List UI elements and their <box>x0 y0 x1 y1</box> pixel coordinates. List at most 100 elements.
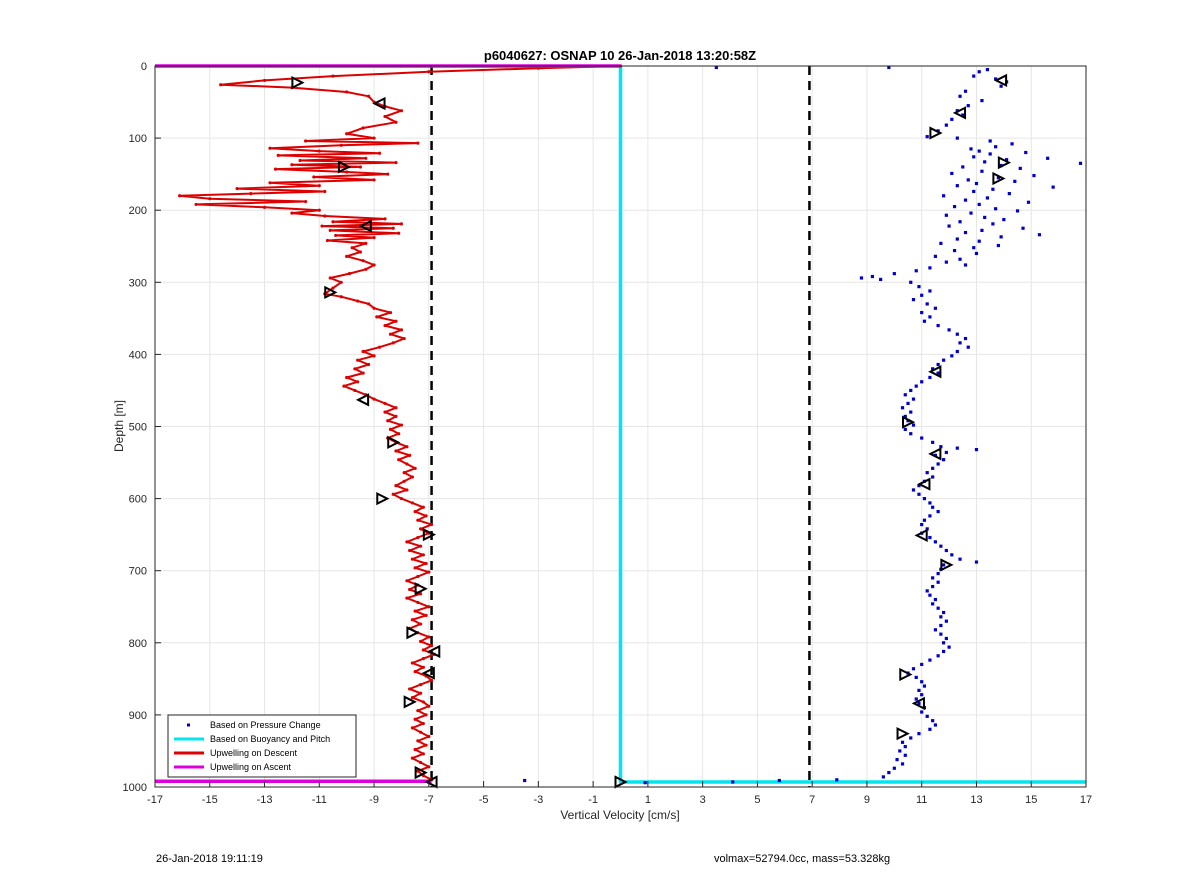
descent-point <box>405 462 409 466</box>
descent-point <box>416 739 420 743</box>
descent-point <box>383 114 387 119</box>
pressure-change-point <box>928 535 932 540</box>
pressure-change-point <box>895 758 899 762</box>
descent-point <box>424 613 428 618</box>
descent-point <box>317 184 321 188</box>
pressure-change-point <box>925 471 929 475</box>
descent-point <box>331 220 335 224</box>
descent-point <box>394 414 398 419</box>
pressure-change-point <box>1032 173 1036 178</box>
triangle-marker <box>372 96 386 111</box>
descent-point <box>405 540 409 544</box>
pressure-change-point <box>909 736 913 740</box>
descent-point <box>397 458 401 462</box>
pressure-change-point <box>969 147 973 151</box>
triangle-marker <box>324 285 338 300</box>
pressure-change-point <box>881 775 885 779</box>
descent-point <box>416 708 420 713</box>
descent-point <box>361 126 365 130</box>
pressure-change-point <box>931 576 935 580</box>
pressure-change-point <box>900 762 905 766</box>
descent-point <box>377 345 382 349</box>
descent-point <box>397 432 401 436</box>
triangle-marker <box>337 160 352 174</box>
pressure-change-point <box>925 135 929 139</box>
descent-point <box>416 141 420 145</box>
descent-point <box>399 109 404 113</box>
descent-point <box>394 161 398 165</box>
y-tick-label: 900 <box>129 710 147 722</box>
x-tick-label: -7 <box>424 794 434 806</box>
pressure-change-point <box>983 215 987 220</box>
triangle-marker <box>403 695 417 709</box>
pressure-change-point <box>944 619 948 623</box>
pressure-change-point <box>925 589 929 593</box>
pressure-change-point <box>933 628 937 632</box>
x-tick-label: -11 <box>312 794 327 806</box>
descent-point <box>356 380 360 384</box>
x-tick-label: 11 <box>916 794 927 806</box>
descent-point <box>361 259 365 263</box>
pressure-change-point <box>980 99 984 103</box>
descent-point <box>413 466 417 470</box>
y-tick-label: 600 <box>129 494 147 506</box>
x-axis-label: Vertical Velocity [cm/s] <box>560 808 679 822</box>
descent-point <box>364 267 368 271</box>
descent-point <box>419 592 423 596</box>
descent-point <box>408 587 412 592</box>
legend-label: Based on Pressure Change <box>210 720 321 730</box>
pressure-change-point <box>961 165 965 169</box>
y-tick-label: 700 <box>129 566 147 578</box>
descent-point <box>383 323 387 328</box>
triangle-marker <box>993 73 1008 88</box>
pressure-change-point <box>999 235 1003 239</box>
pressure-change-point <box>974 560 979 564</box>
pressure-change-point <box>942 194 946 198</box>
triangle-marker <box>928 447 942 461</box>
pressure-change-point <box>900 740 905 744</box>
descent-point <box>394 484 398 488</box>
pressure-change-point <box>966 104 970 108</box>
descent-point <box>334 233 338 238</box>
pressure-change-point <box>1018 166 1022 170</box>
descent-point <box>421 665 425 669</box>
descent-point <box>345 375 349 380</box>
pressure-change-point <box>917 484 921 488</box>
pressure-change-point <box>928 658 932 662</box>
pressure-change-point <box>933 540 937 544</box>
pressure-change-point <box>928 593 932 597</box>
pressure-change-point <box>928 501 932 505</box>
descent-point <box>194 202 198 207</box>
pressure-change-point <box>955 349 959 354</box>
descent-point <box>427 70 431 74</box>
triangle-marker <box>387 435 401 449</box>
descent-point <box>372 178 376 182</box>
y-tick-label: 500 <box>129 422 147 434</box>
descent-point <box>298 158 302 163</box>
pressure-change-point <box>714 65 718 70</box>
pressure-change-point <box>961 113 965 117</box>
pressure-change-point <box>900 406 905 410</box>
pressure-change-point <box>958 341 962 345</box>
descent-point <box>345 90 349 94</box>
pressure-change-point <box>939 615 943 619</box>
pressure-change-point <box>1004 158 1009 162</box>
pressure-change-point <box>955 184 959 188</box>
descent-point <box>323 189 327 194</box>
pressure-change-point <box>936 580 940 584</box>
descent-point <box>427 605 431 609</box>
pressure-change-point <box>920 680 924 684</box>
descent-point <box>388 310 393 315</box>
descent-point <box>410 726 414 730</box>
descent-point <box>427 704 431 708</box>
descent-point <box>408 453 412 457</box>
descent-point <box>419 691 423 695</box>
triangle-marker <box>422 528 437 542</box>
triangle-marker <box>406 626 420 640</box>
descent-point <box>358 165 362 169</box>
pressure-change-point <box>1078 161 1083 165</box>
pressure-change-point <box>903 414 907 419</box>
descent-point <box>410 756 414 760</box>
descent-point <box>402 336 406 341</box>
pressure-change-point <box>950 354 954 358</box>
